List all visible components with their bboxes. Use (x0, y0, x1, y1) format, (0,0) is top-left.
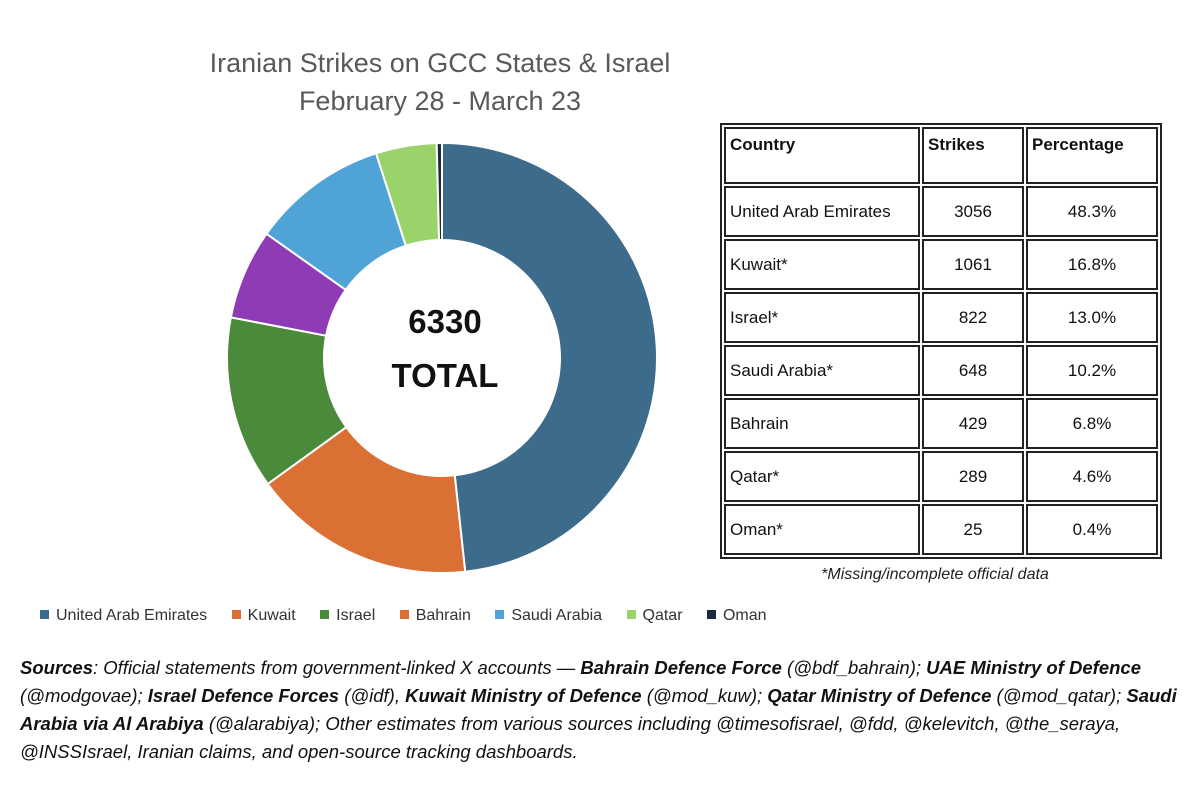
cell-percentage: 6.8% (1026, 398, 1158, 449)
source-uae-mod: UAE Ministry of Defence (926, 657, 1141, 678)
sources-text: (@mod_qatar); (991, 685, 1127, 706)
legend-swatch (320, 610, 330, 619)
source-kuwait-mod: Kuwait Ministry of Defence (405, 685, 642, 706)
legend-label: Qatar (642, 607, 683, 624)
cell-strikes: 3056 (922, 186, 1024, 237)
chart-title-line1: Iranian Strikes on GCC States & Israel (209, 48, 671, 78)
legend-item-kuwait: Kuwait (231, 607, 296, 625)
cell-percentage: 48.3% (1026, 186, 1158, 237)
cell-strikes: 648 (922, 345, 1024, 396)
cell-country: Oman* (724, 504, 920, 555)
source-bahrain-defence-force: Bahrain Defence Force (580, 657, 782, 678)
legend-label: United Arab Emirates (56, 607, 208, 624)
legend-swatch (706, 610, 716, 619)
cell-country: Saudi Arabia* (724, 345, 920, 396)
legend-swatch (626, 610, 636, 619)
legend-swatch (495, 610, 505, 619)
cell-country: Bahrain (724, 398, 920, 449)
table-row: United Arab Emirates 3056 48.3% (724, 186, 1158, 237)
table-row: Israel* 822 13.0% (724, 292, 1158, 343)
table-row: Kuwait* 1061 16.8% (724, 239, 1158, 290)
header-country: Country (724, 127, 920, 184)
donut-slice-united-arab-emirates (441, 141, 659, 573)
sources-paragraph: Sources: Official statements from govern… (20, 654, 1185, 766)
donut-chart (226, 141, 659, 574)
legend-item-uae: United Arab Emirates (40, 607, 207, 625)
donut-slice-kuwait (266, 425, 467, 574)
legend-item-saudi-arabia: Saudi Arabia (495, 607, 602, 625)
cell-percentage: 4.6% (1026, 451, 1158, 502)
sources-text: : Official statements from government-li… (93, 657, 581, 678)
legend-item-bahrain: Bahrain (399, 607, 471, 625)
table-row: Qatar* 289 4.6% (724, 451, 1158, 502)
header-strikes: Strikes (922, 127, 1024, 184)
cell-country: Qatar* (724, 451, 920, 502)
cell-strikes: 1061 (922, 239, 1024, 290)
cell-country: Israel* (724, 292, 920, 343)
cell-percentage: 10.2% (1026, 345, 1158, 396)
legend-label: Kuwait (247, 607, 296, 624)
sources-text: (@bdf_bahrain); (781, 657, 927, 678)
chart-title: Iranian Strikes on GCC States & Israel F… (140, 44, 740, 120)
missing-data-note: *Missing/incomplete official data (821, 566, 1049, 583)
donut-slice-oman (435, 141, 443, 242)
cell-strikes: 822 (922, 292, 1024, 343)
cell-percentage: 0.4% (1026, 504, 1158, 555)
strikes-table: Country Strikes Percentage United Arab E… (720, 123, 1162, 559)
total-value: 6330 (408, 303, 482, 340)
cell-percentage: 16.8% (1026, 239, 1158, 290)
sources-text: (@mod_kuw); (641, 685, 768, 706)
cell-strikes: 429 (922, 398, 1024, 449)
donut-center-label: 6330 TOTAL (330, 295, 560, 403)
chart-legend: United Arab Emirates Kuwait Israel Bahra… (40, 607, 787, 625)
chart-title-line2: February 28 - March 23 (298, 86, 582, 116)
legend-label: Oman (722, 607, 767, 624)
cell-country: United Arab Emirates (724, 186, 920, 237)
legend-item-oman: Oman (706, 607, 767, 625)
table-row: Bahrain 429 6.8% (724, 398, 1158, 449)
table-header-row: Country Strikes Percentage (724, 127, 1158, 184)
legend-label: Bahrain (415, 607, 471, 624)
sources-text: (@idf), (339, 685, 406, 706)
sources-label: Sources (20, 657, 94, 678)
legend-item-qatar: Qatar (626, 607, 683, 625)
header-percentage: Percentage (1026, 127, 1158, 184)
sources-text: (@modgovae); (20, 685, 148, 706)
cell-country: Kuwait* (724, 239, 920, 290)
legend-swatch (399, 610, 409, 619)
cell-percentage: 13.0% (1026, 292, 1158, 343)
legend-swatch (40, 610, 49, 619)
total-label: TOTAL (391, 357, 499, 394)
sources-text: (@alarabiya); Other estimates from vario… (20, 713, 1121, 762)
table-row: Oman* 25 0.4% (724, 504, 1158, 555)
cell-strikes: 289 (922, 451, 1024, 502)
source-al-arabiya: Saudi Arabia via Al Arabiya (20, 685, 1177, 734)
source-qatar-mod: Qatar Ministry of Defence (767, 685, 992, 706)
source-idf: Israel Defence Forces (147, 685, 340, 706)
legend-label: Saudi Arabia (511, 607, 603, 624)
cell-strikes: 25 (922, 504, 1024, 555)
legend-label: Israel (336, 607, 376, 624)
legend-swatch (231, 610, 241, 619)
table-row: Saudi Arabia* 648 10.2% (724, 345, 1158, 396)
legend-item-israel: Israel (320, 607, 375, 625)
